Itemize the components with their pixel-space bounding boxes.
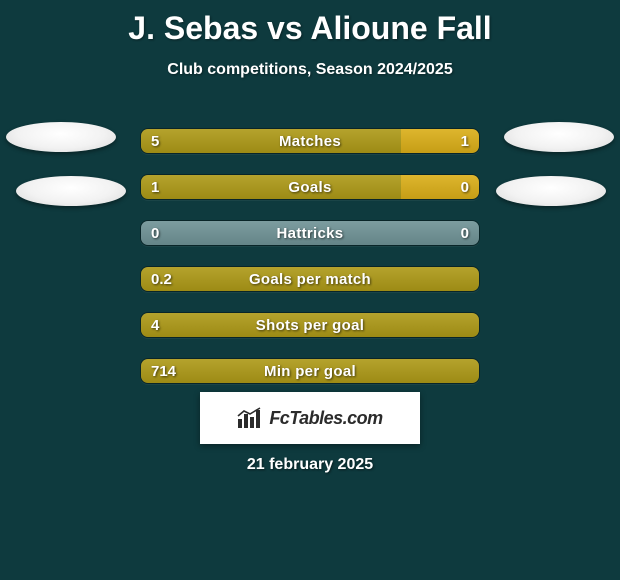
stat-row: 0.2Goals per match (0, 256, 620, 302)
stat-row: 714Min per goal (0, 348, 620, 394)
chart-icon (237, 407, 263, 429)
bar-container: 0.2Goals per match (140, 266, 480, 292)
logo-text: FcTables.com (269, 408, 382, 429)
bar-container: 10Goals (140, 174, 480, 200)
stat-row: 51Matches (0, 118, 620, 164)
stat-label: Hattricks (141, 221, 479, 245)
stat-label: Min per goal (141, 359, 479, 383)
stat-row: 4Shots per goal (0, 302, 620, 348)
bar-container: 714Min per goal (140, 358, 480, 384)
bar-container: 00Hattricks (140, 220, 480, 246)
stat-label: Shots per goal (141, 313, 479, 337)
stat-row: 00Hattricks (0, 210, 620, 256)
stat-row: 10Goals (0, 164, 620, 210)
page-title: J. Sebas vs Alioune Fall (0, 0, 620, 47)
stat-label: Goals per match (141, 267, 479, 291)
logo-box: FcTables.com (200, 392, 420, 444)
bar-container: 4Shots per goal (140, 312, 480, 338)
stat-rows: 51Matches 10Goals 00Hattricks 0.2Goals per … (0, 118, 620, 394)
bar-container: 51Matches (140, 128, 480, 154)
stat-label: Goals (141, 175, 479, 199)
date-label: 21 february 2025 (0, 456, 620, 474)
subtitle: Club competitions, Season 2024/2025 (0, 61, 620, 79)
stat-label: Matches (141, 129, 479, 153)
